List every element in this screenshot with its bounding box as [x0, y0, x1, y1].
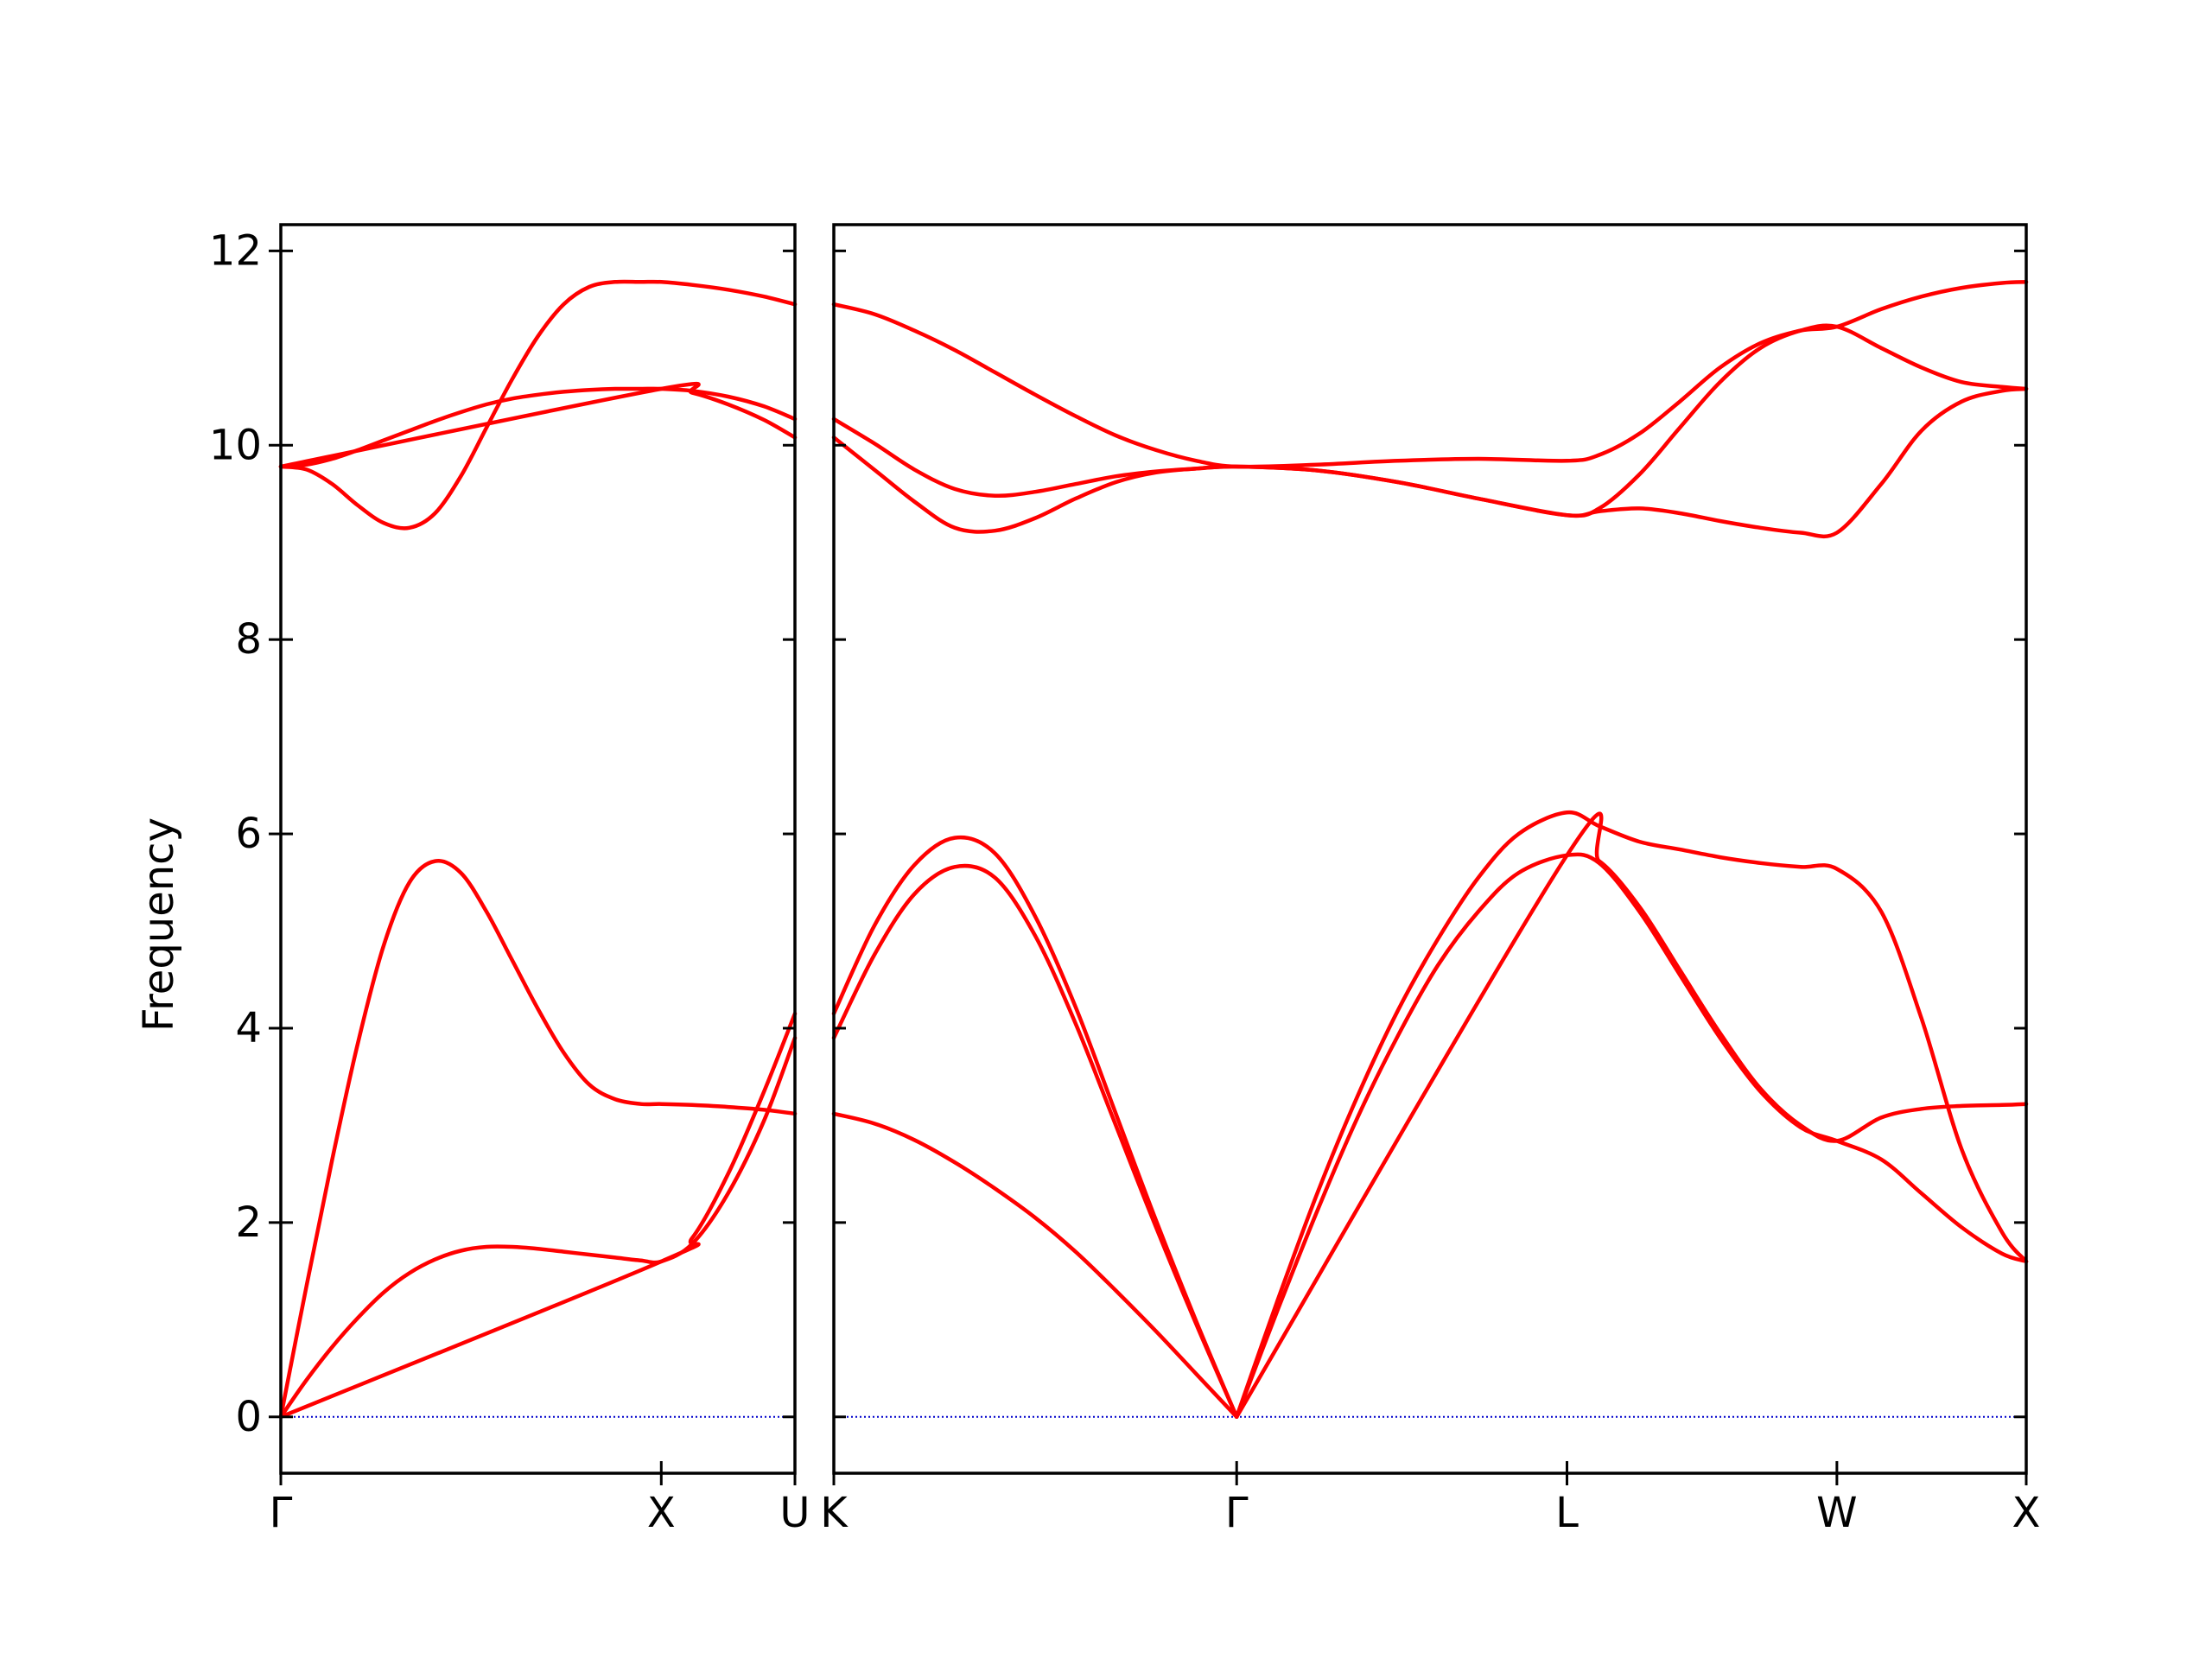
band-line-3	[831, 835, 1239, 1420]
x-tick-label: L	[1555, 1489, 1579, 1537]
band-line-6	[1234, 811, 2029, 1420]
y-tick-label: 0	[235, 1393, 262, 1441]
band-line-5	[1234, 810, 2029, 1420]
y-tick-label: 6	[235, 810, 262, 858]
x-tick-label: W	[1816, 1489, 1857, 1537]
x-tick-label: U	[779, 1489, 810, 1537]
band-line-2	[831, 863, 1239, 1420]
axes-frame	[279, 223, 797, 1475]
band-line-3	[278, 1011, 798, 1420]
band-line-4	[1234, 852, 2029, 1420]
band-line-2	[278, 858, 798, 1420]
y-axis-label: Frequency	[135, 817, 183, 1032]
x-tick-label: K	[820, 1489, 849, 1537]
band-line-9	[831, 386, 2029, 539]
x-tick-label: X	[647, 1489, 676, 1537]
band-line-6	[278, 381, 798, 469]
axes-frame	[832, 223, 2028, 1475]
x-tick-label: X	[2012, 1489, 2041, 1537]
y-tick-label: 4	[235, 1004, 262, 1052]
x-tick-label: Γ	[1225, 1489, 1249, 1537]
band-line-7	[831, 280, 2029, 469]
band-line-1	[831, 1111, 1239, 1420]
left-panel: 0 2 4 6 8 10 12 Γ X U	[209, 223, 810, 1537]
band-line-4	[278, 279, 798, 531]
band-line-1	[278, 1035, 798, 1420]
y-tick-label: 8	[235, 615, 262, 664]
y-tick-label: 10	[209, 421, 262, 469]
y-tick-label: 2	[235, 1198, 262, 1247]
x-tick-label: Γ	[270, 1489, 293, 1537]
y-tick-label: 12	[209, 226, 262, 275]
